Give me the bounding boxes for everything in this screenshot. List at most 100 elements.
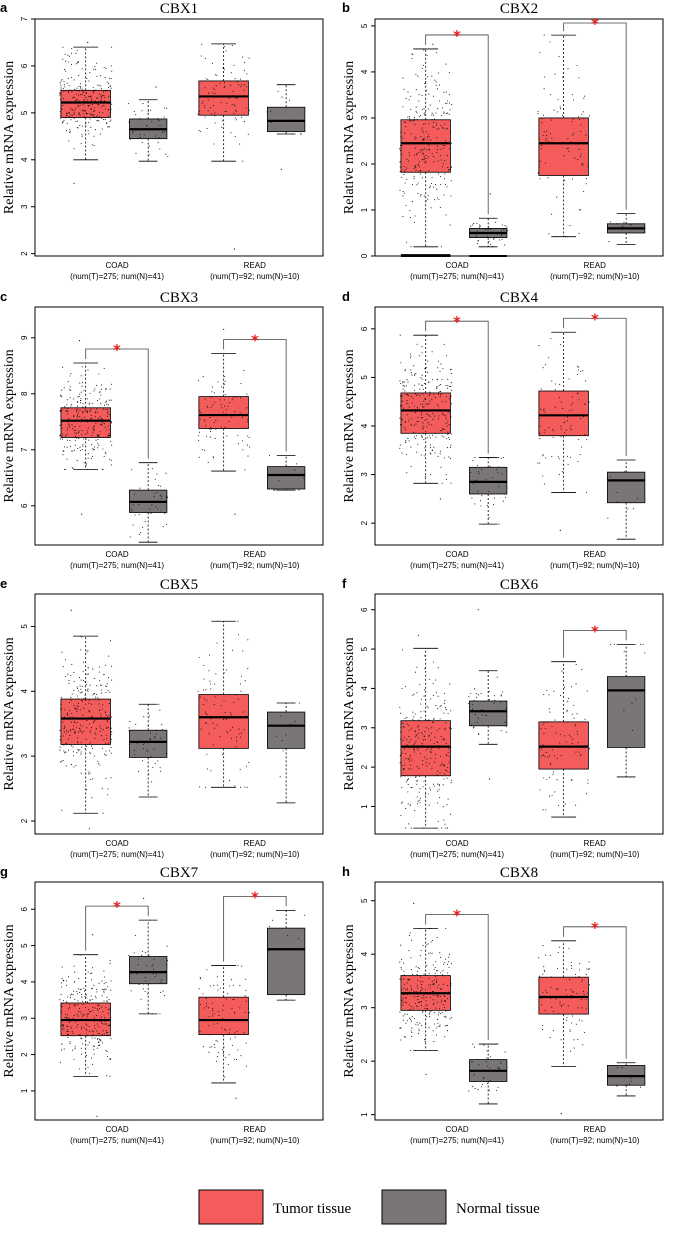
significance-bracket: *	[223, 888, 287, 962]
data-point	[549, 762, 551, 765]
data-point	[86, 745, 88, 748]
data-point	[399, 149, 401, 152]
data-point	[417, 803, 419, 805]
data-point	[410, 395, 412, 397]
data-point	[67, 77, 69, 79]
data-point	[147, 111, 149, 113]
data-point	[232, 726, 234, 728]
data-point	[220, 101, 222, 104]
data-point	[79, 446, 81, 448]
data-point	[98, 93, 100, 95]
data-point	[403, 166, 405, 168]
data-point	[409, 932, 411, 934]
data-point	[64, 659, 67, 661]
data-point	[429, 927, 431, 930]
data-point	[561, 471, 563, 473]
data-point	[67, 1014, 69, 1016]
data-point	[424, 1024, 427, 1026]
data-point	[205, 998, 207, 1000]
data-point	[146, 993, 149, 995]
data-point	[432, 783, 435, 785]
data-point	[424, 1041, 426, 1043]
data-point	[581, 979, 583, 981]
data-point	[150, 781, 153, 783]
data-point	[94, 995, 96, 997]
data-point	[291, 133, 293, 135]
data-point	[244, 95, 246, 97]
data-point	[144, 520, 146, 522]
data-point	[543, 432, 545, 434]
data-point	[71, 721, 73, 723]
data-point	[438, 418, 440, 420]
data-point	[105, 401, 107, 403]
data-point	[438, 784, 440, 786]
data-point	[76, 432, 78, 434]
data-point	[587, 162, 589, 164]
data-point	[559, 1001, 561, 1003]
data-point	[139, 137, 141, 139]
data-point	[506, 226, 508, 228]
data-point	[107, 411, 109, 413]
data-point	[496, 1089, 498, 1092]
data-point	[608, 241, 610, 243]
data-point	[578, 438, 580, 441]
data-point	[544, 76, 546, 78]
data-point	[623, 651, 625, 653]
data-point	[64, 752, 66, 754]
data-point	[626, 1084, 628, 1086]
y-tick-label: 9	[20, 335, 29, 340]
data-point	[241, 965, 243, 967]
outlier-point	[223, 328, 225, 330]
data-point	[224, 1028, 226, 1030]
data-point	[440, 705, 442, 707]
significance-star: *	[113, 341, 121, 359]
data-point	[232, 984, 235, 986]
data-point	[217, 1010, 220, 1013]
data-point	[445, 958, 447, 960]
x-category-sublabel: (num(T)=275; num(N)=41)	[410, 850, 504, 859]
data-point	[245, 1065, 247, 1067]
data-point	[229, 414, 231, 416]
data-point	[103, 101, 105, 103]
data-point	[409, 760, 411, 762]
data-point	[63, 69, 66, 71]
y-tick-label: 1	[20, 1088, 29, 1093]
data-point	[67, 61, 69, 63]
iqr-box	[267, 466, 306, 490]
data-point	[81, 448, 83, 451]
data-point	[80, 954, 82, 956]
panel-letter: d	[342, 289, 350, 304]
data-point	[408, 420, 410, 422]
data-point	[109, 120, 111, 123]
data-point	[204, 420, 206, 422]
data-point	[413, 167, 415, 169]
data-point	[586, 439, 588, 441]
data-point	[60, 703, 62, 705]
data-point	[80, 142, 82, 145]
data-point	[450, 779, 452, 781]
data-point	[61, 760, 63, 762]
data-point	[87, 130, 89, 132]
data-point	[67, 673, 69, 675]
y-tick-label: 2	[20, 818, 29, 823]
data-point	[84, 747, 86, 750]
data-point	[74, 100, 77, 103]
data-point	[426, 964, 428, 966]
outlier-point	[234, 513, 236, 515]
data-point	[471, 497, 473, 499]
data-point	[105, 68, 107, 70]
data-point	[240, 736, 242, 738]
data-point	[577, 1038, 579, 1041]
iqr-box	[198, 996, 249, 1036]
data-point	[405, 393, 407, 395]
data-point	[212, 87, 214, 89]
data-point	[415, 423, 417, 425]
data-point	[404, 764, 406, 766]
data-point	[546, 721, 548, 723]
data-point	[437, 708, 439, 710]
data-point	[81, 366, 83, 368]
data-point	[68, 419, 70, 421]
data-point	[128, 121, 130, 123]
data-point	[206, 1002, 208, 1004]
